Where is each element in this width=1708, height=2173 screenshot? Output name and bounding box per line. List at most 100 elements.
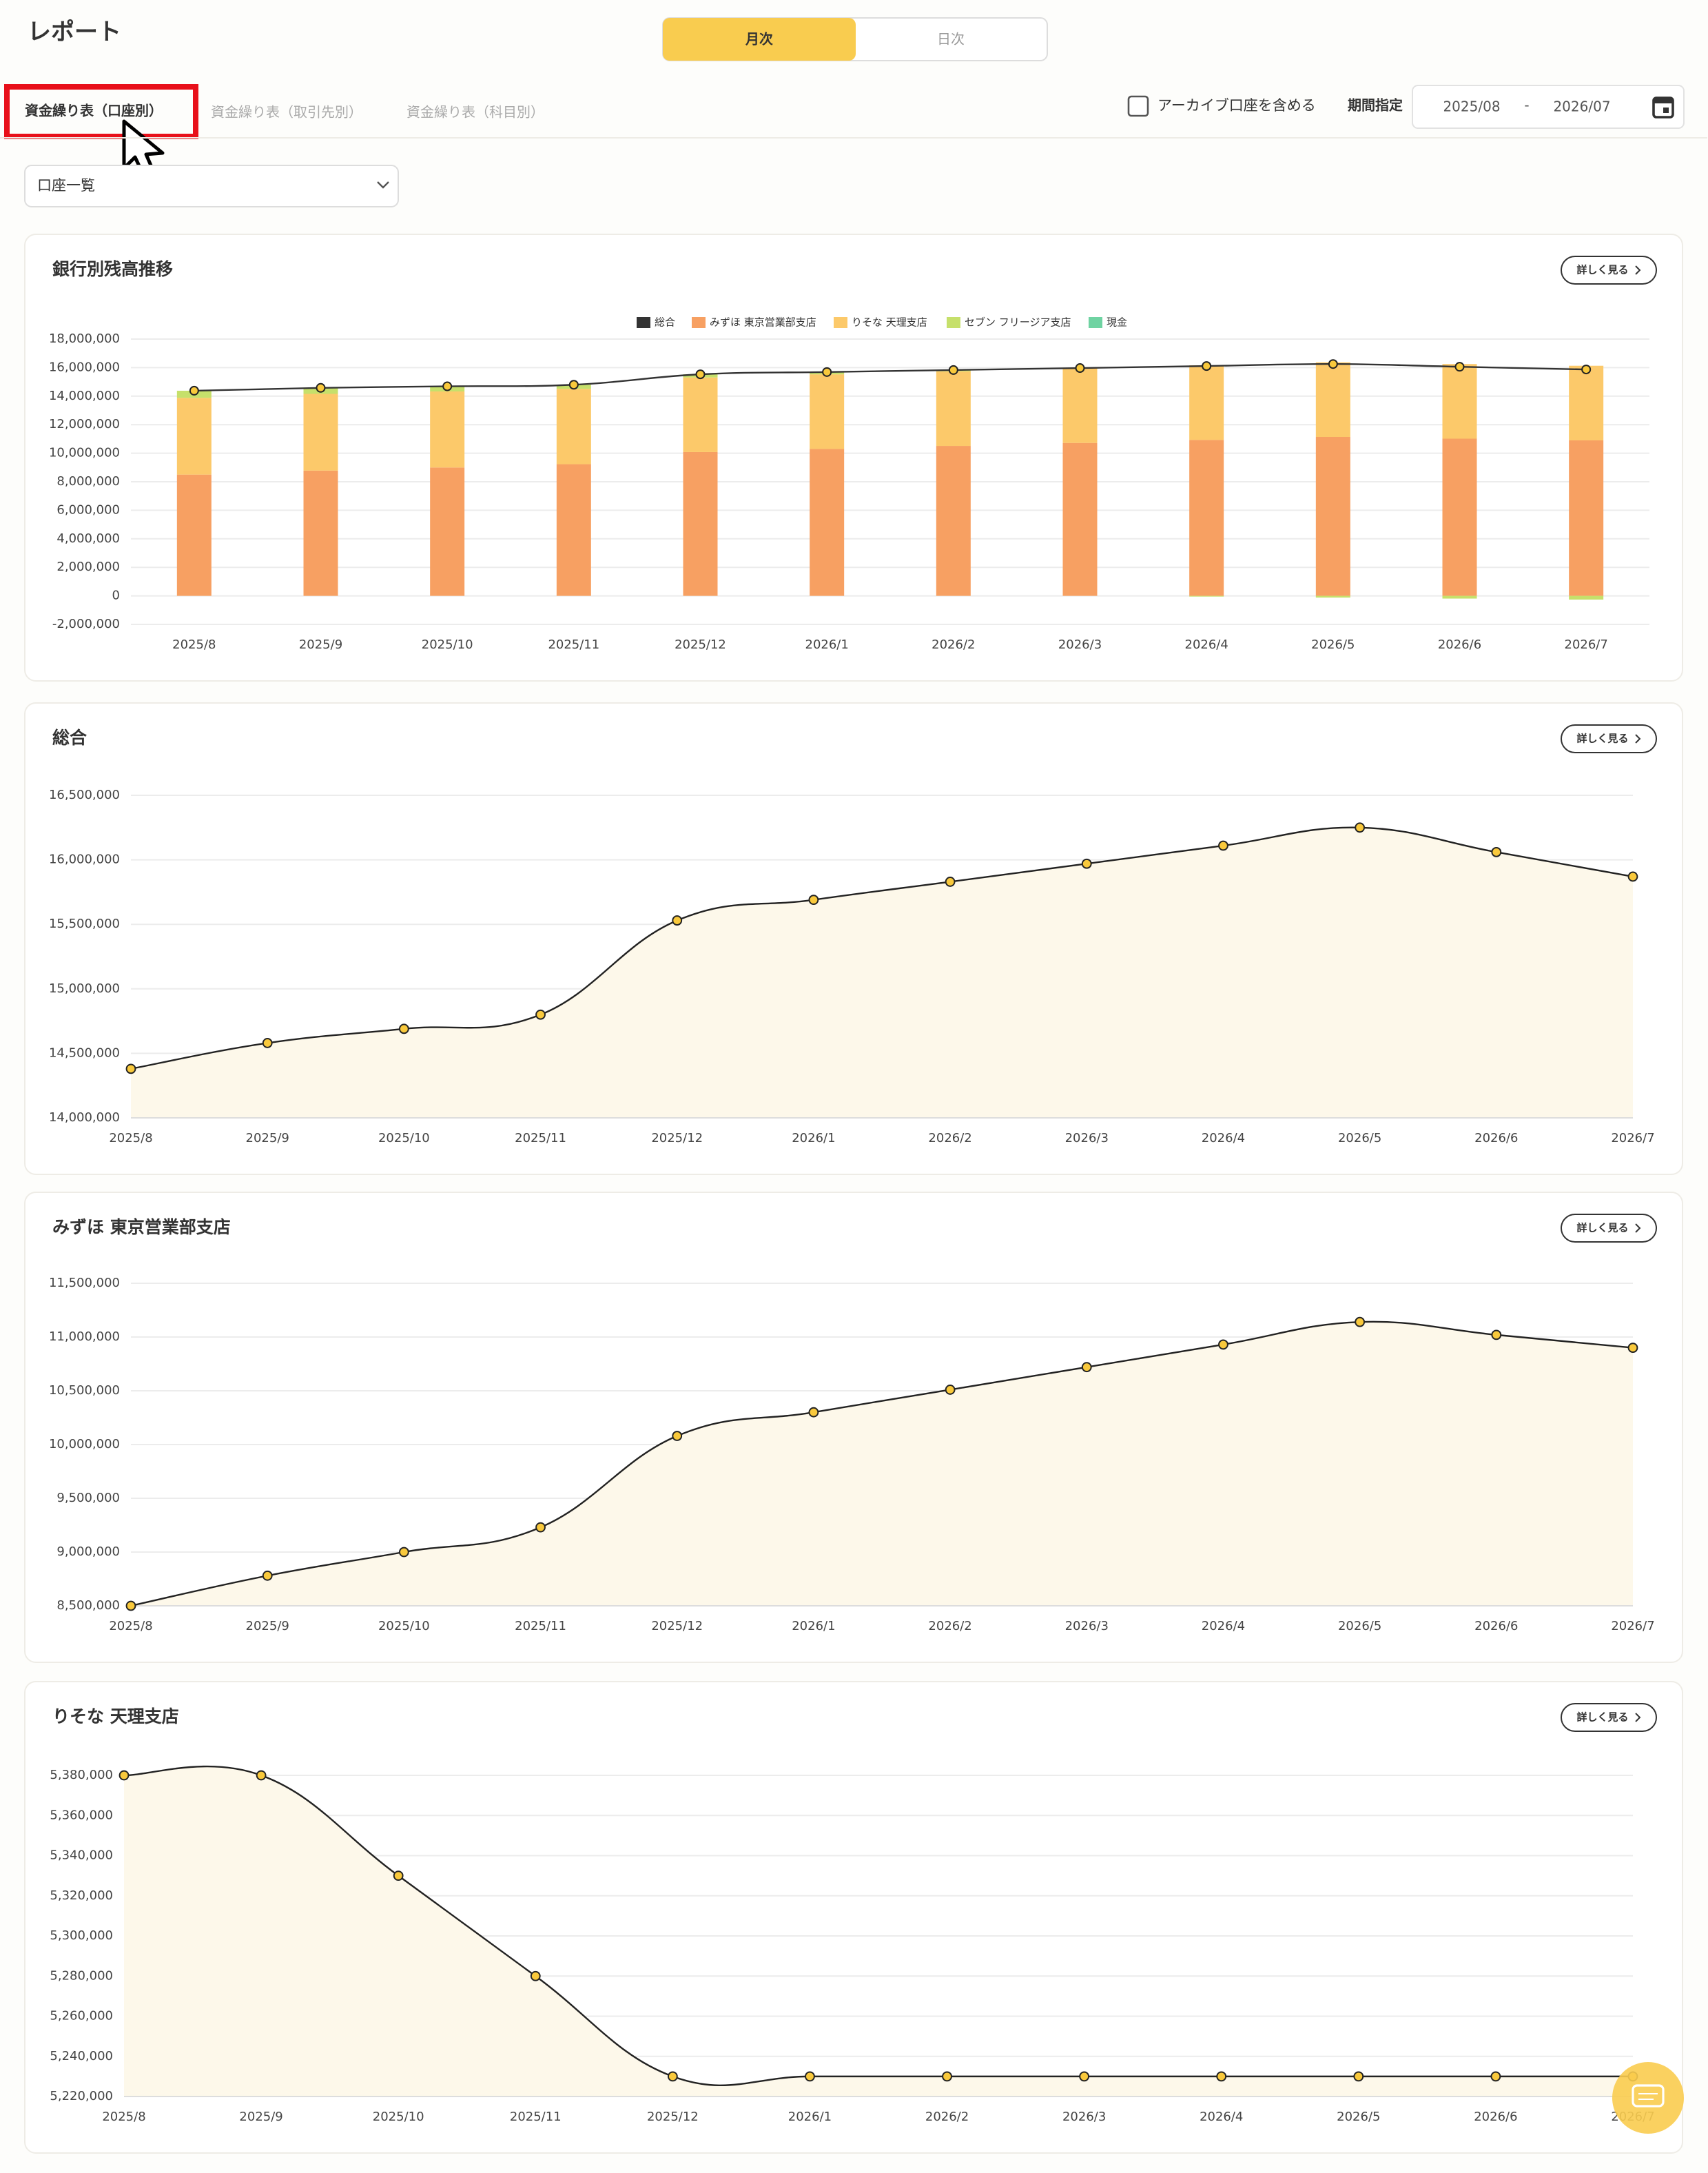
toggle-daily[interactable]: 日次 (937, 31, 965, 48)
x-tick-label: 2025/8 (172, 637, 216, 652)
date-range[interactable] (1412, 85, 1685, 129)
x-tick-label: 2025/8 (102, 2110, 145, 2124)
account-select[interactable] (24, 165, 399, 207)
tab-active[interactable]: 資金繰り表（口座別） (25, 103, 163, 119)
y-tick-label: 16,000,000 (49, 853, 120, 867)
more-button-label[interactable]: 詳しく見る (1576, 264, 1628, 276)
x-tick-label: 2025/9 (246, 1131, 289, 1145)
line (130, 826, 1634, 1070)
x-tick-label: 2025/12 (647, 2110, 699, 2124)
x-tick-label: 2026/7 (1611, 1619, 1654, 1633)
legend-swatch (834, 317, 847, 328)
legend-label: 総合 (655, 316, 675, 329)
y-tick-label: 2,000,000 (56, 560, 120, 574)
more-chevron (1635, 734, 1641, 744)
calendar-icon[interactable] (1652, 96, 1674, 119)
point (1355, 822, 1366, 833)
more-chevron (1635, 1223, 1641, 1233)
more-button-label[interactable]: 詳しく見る (1576, 1711, 1628, 1724)
y-tick-label: 0 (112, 589, 120, 603)
point (262, 1038, 273, 1048)
point (945, 877, 956, 887)
date-to[interactable]: 2026/07 (1553, 99, 1610, 115)
total-line (194, 363, 1587, 392)
point (1491, 1329, 1502, 1340)
x-tick-label: 2025/10 (373, 2110, 424, 2124)
x-tick-label: 2025/11 (548, 637, 599, 652)
area-fill (131, 827, 1633, 1118)
x-tick-label: 2025/11 (510, 2110, 562, 2124)
point (442, 381, 453, 391)
point (1218, 840, 1228, 851)
x-tick-label: 2025/8 (109, 1131, 152, 1145)
x-tick-label: 2026/4 (1200, 2110, 1243, 2124)
checkbox-label[interactable]: アーカイブ口座を含める (1157, 97, 1316, 114)
point (1490, 2071, 1501, 2082)
more-button[interactable] (1561, 1214, 1657, 1243)
x-tick-label: 2026/2 (928, 1131, 971, 1145)
bar-segment (1189, 440, 1224, 596)
point (530, 1970, 541, 1981)
point (1454, 362, 1465, 372)
period-label: 期間指定 (1348, 97, 1403, 114)
more-button-label[interactable]: 詳しく見る (1576, 1222, 1628, 1234)
tab[interactable]: 資金繰り表（科目別） (407, 104, 544, 121)
point (1218, 1339, 1228, 1350)
bar-segment (303, 394, 338, 471)
point (1328, 359, 1338, 369)
x-tick-label: 2025/12 (651, 1619, 703, 1633)
bar-segment (1062, 442, 1098, 596)
more-button[interactable] (1561, 724, 1657, 753)
y-tick-label: 5,240,000 (50, 2049, 113, 2063)
point (535, 1009, 546, 1020)
x-tick-label: 2026/1 (788, 2110, 832, 2124)
more-button[interactable] (1561, 1703, 1657, 1732)
y-tick-label: 10,500,000 (49, 1383, 120, 1398)
legend-label: みずほ 東京営業部支店 (710, 316, 816, 329)
y-tick-label: 12,000,000 (49, 417, 120, 431)
toggle-monthly[interactable]: 月次 (745, 31, 773, 48)
bar-segment (1569, 365, 1604, 440)
toggle-active[interactable] (663, 18, 856, 61)
bar-segment (1442, 364, 1477, 439)
account-select-label[interactable]: 口座一覧 (37, 177, 95, 194)
point (125, 1600, 136, 1611)
point (948, 365, 958, 375)
y-tick-label: 8,000,000 (56, 474, 120, 489)
tab[interactable]: 資金繰り表（取引先別） (211, 104, 362, 121)
x-tick-label: 2026/6 (1474, 2110, 1517, 2124)
bar-segment (430, 467, 465, 596)
point (808, 895, 819, 906)
chat-button[interactable] (1612, 2062, 1684, 2134)
point (1627, 871, 1638, 882)
point (398, 1547, 409, 1558)
x-tick-label: 2026/4 (1185, 637, 1228, 652)
legend-label: セブン フリージア支店 (965, 316, 1071, 329)
x-tick-label: 2025/12 (651, 1131, 703, 1145)
bar-segment (1189, 365, 1224, 440)
x-tick-label: 2026/4 (1202, 1619, 1245, 1633)
y-tick-label: 9,000,000 (56, 1544, 120, 1559)
checkbox[interactable] (1127, 95, 1149, 117)
more-button[interactable] (1561, 256, 1657, 285)
date-from[interactable]: 2025/08 (1443, 99, 1500, 115)
card-title: 総合 (52, 728, 88, 748)
y-tick-label: 5,360,000 (50, 1808, 113, 1822)
legend-label: りそな 天理支店 (852, 316, 927, 329)
bar-segment (1062, 368, 1098, 443)
y-tick-label: 16,000,000 (49, 360, 120, 374)
point (1079, 2071, 1090, 2082)
bar-segment (1442, 438, 1477, 596)
y-tick-label: -2,000,000 (52, 617, 120, 631)
more-button-label[interactable]: 詳しく見る (1576, 733, 1628, 745)
x-tick-label: 2025/11 (515, 1131, 566, 1145)
x-tick-label: 2026/5 (1337, 2110, 1380, 2124)
point (672, 1431, 683, 1441)
line (123, 1765, 1633, 2087)
y-tick-label: 11,000,000 (49, 1329, 120, 1344)
toggle[interactable]: 月次 日次 (662, 17, 1048, 61)
point (808, 1407, 819, 1418)
bar-segment (556, 464, 591, 596)
area-fill (124, 1766, 1633, 2097)
